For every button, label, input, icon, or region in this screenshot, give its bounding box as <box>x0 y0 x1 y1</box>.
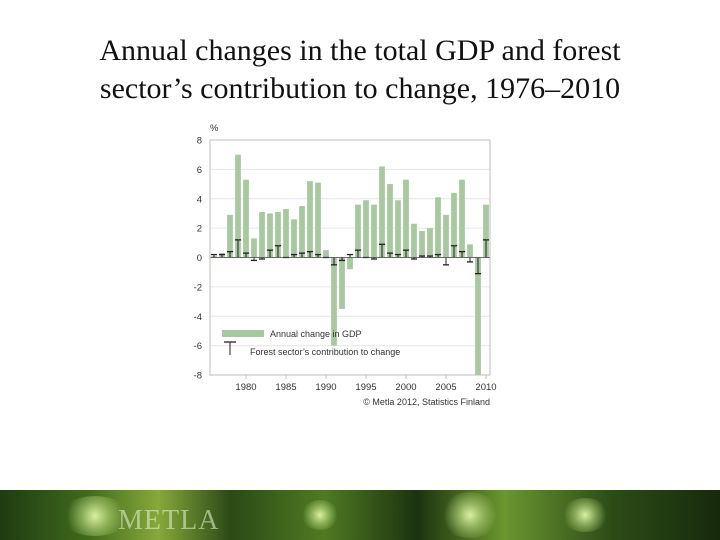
y-tick-label: 8 <box>197 136 202 147</box>
legend: Annual change in GDP Forest sector’s con… <box>222 329 400 357</box>
x-tick-label: 1985 <box>275 382 296 393</box>
footer-glow <box>60 496 130 536</box>
footer-glow <box>300 500 340 530</box>
gdp-bar <box>291 219 297 258</box>
y-tick-label: 2 <box>197 224 202 235</box>
source-note: © Metla 2012, Statistics Finland <box>363 397 490 407</box>
y-axis-ticks: -8 -6 -4 -2 0 2 4 6 8 <box>194 136 202 382</box>
gdp-bar <box>235 154 241 258</box>
y-tick-label: -2 <box>194 282 202 293</box>
legend-label-forest: Forest sector’s contribution to change <box>250 347 400 357</box>
x-tick-label: 2005 <box>435 382 456 393</box>
gdp-bar <box>451 192 457 258</box>
x-tick-label: 1980 <box>235 382 256 393</box>
gdp-bar <box>259 211 265 258</box>
title-line-1: Annual changes in the total GDP and fore… <box>99 34 621 67</box>
gdp-bar <box>419 231 425 258</box>
y-tick-label: 0 <box>197 253 202 264</box>
y-tick-label: -6 <box>194 341 202 352</box>
slide-title: Annual changes in the total GDP and fore… <box>40 32 680 108</box>
metla-logo: METLA <box>118 505 220 536</box>
footer-band <box>0 490 720 540</box>
gdp-bar <box>307 181 313 258</box>
gdp-bar <box>315 182 321 258</box>
bar-layer <box>211 154 489 375</box>
footer-glow <box>560 498 610 532</box>
gdp-bar <box>467 244 473 258</box>
x-axis-ticks: 1980 1985 1990 1995 2000 2005 2010 <box>235 375 497 393</box>
gdp-bar <box>347 257 353 270</box>
gdp-bar <box>363 200 369 258</box>
errorbar-layer <box>210 239 490 275</box>
x-tick-label: 1990 <box>315 382 336 393</box>
y-tick-label: 6 <box>197 165 202 176</box>
gdp-bar <box>475 257 481 375</box>
gdp-bar <box>411 223 417 258</box>
gdp-bar <box>371 204 377 258</box>
x-tick-label: 2000 <box>395 382 416 393</box>
gdp-bar <box>355 204 361 258</box>
gdp-bar <box>379 166 385 258</box>
legend-swatch-gdp <box>222 330 264 337</box>
gdp-bar <box>251 238 257 258</box>
gdp-bar <box>395 200 401 258</box>
gdp-bar <box>243 179 249 258</box>
legend-label-gdp: Annual change in GDP <box>270 329 362 339</box>
gdp-change-chart: -8 -6 -4 -2 0 2 4 6 8 1980 1985 1990 1995 2000 2005 20… <box>194 123 497 407</box>
plot-frame <box>209 139 491 376</box>
gdp-bar <box>443 214 449 258</box>
gdp-bar <box>459 179 465 258</box>
gdp-bar <box>435 197 441 258</box>
gdp-bar <box>299 206 305 258</box>
x-tick-label: 1995 <box>355 382 376 393</box>
legend-symbol-forest <box>224 341 236 355</box>
footer-glow <box>440 492 500 538</box>
gdp-bar <box>283 209 289 258</box>
x-tick-label: 2010 <box>475 382 496 393</box>
gdp-bar <box>275 211 281 258</box>
gdp-bar <box>387 184 393 258</box>
y-tick-label: -8 <box>194 371 202 382</box>
gdp-bar <box>267 213 273 258</box>
y-tick-label: -4 <box>194 312 202 323</box>
gdp-bar <box>427 228 433 258</box>
y-axis-unit-label: % <box>210 123 219 134</box>
y-tick-label: 4 <box>197 194 202 205</box>
gdp-bar <box>227 214 233 258</box>
gdp-bar <box>331 257 337 346</box>
title-line-2: sector’s contribution to change, 1976–20… <box>99 72 621 105</box>
gdp-bar <box>323 250 329 258</box>
gdp-bar <box>403 179 409 258</box>
gdp-bar <box>339 257 345 309</box>
gdp-bar <box>483 204 489 258</box>
